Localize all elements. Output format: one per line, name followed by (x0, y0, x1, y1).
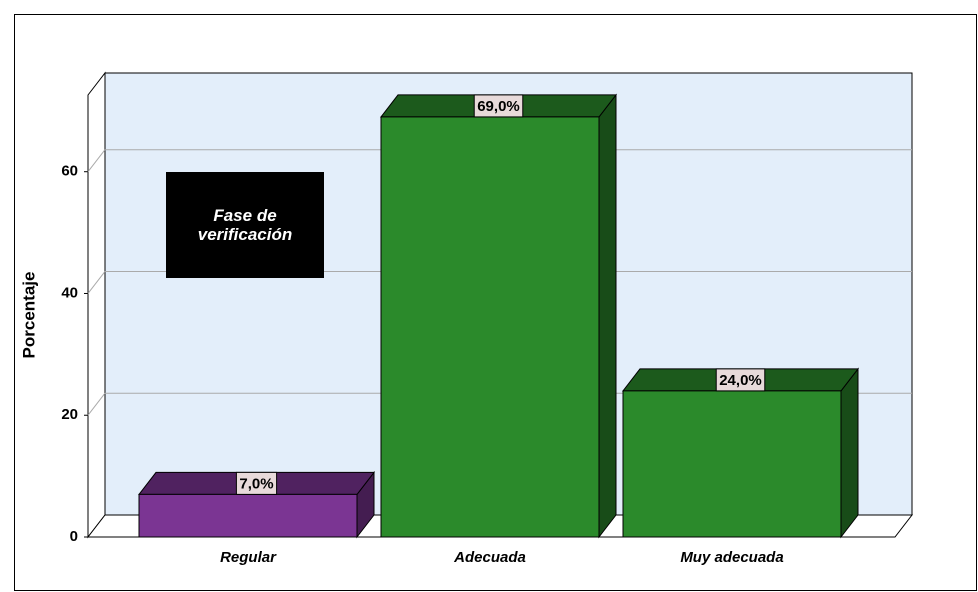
bar (622, 390, 842, 538)
left-wall (87, 71, 106, 539)
y-axis-label: Porcentaje (19, 272, 38, 359)
bar (380, 116, 600, 538)
bar-side (840, 367, 859, 539)
x-tick-label: Adecuada (453, 549, 526, 566)
value-label-box (473, 94, 524, 118)
x-tick-label: Regular (220, 549, 277, 566)
grid-line (87, 271, 106, 294)
grid-line (87, 392, 106, 416)
grid-line (87, 149, 106, 173)
y-tick-label: 60 (61, 163, 78, 180)
value-label: 24,0% (719, 372, 762, 389)
y-tick-label: 0 (70, 528, 78, 545)
value-label: 69,0% (477, 98, 520, 115)
bar-side (598, 93, 617, 539)
bar (138, 493, 358, 538)
annotation: Fase de verificación (166, 172, 324, 278)
y-tick-label: 20 (61, 406, 78, 423)
y-tick-label: 40 (61, 284, 78, 301)
value-label-box (715, 368, 766, 392)
value-label: 7,0% (239, 475, 273, 492)
x-tick-label: Muy adecuada (680, 549, 783, 566)
value-label-box (235, 471, 278, 495)
